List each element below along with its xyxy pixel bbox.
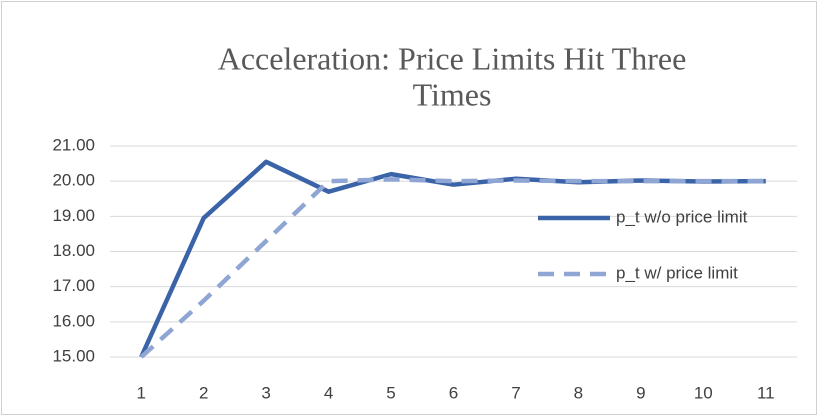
x-tick-label: 5 [386, 383, 395, 402]
x-tick-label: 4 [324, 383, 333, 402]
x-tick-label: 3 [261, 383, 270, 402]
chart-title-line-2: Times [413, 76, 492, 112]
y-tick-label: 15.00 [52, 346, 95, 365]
x-tick-label: 8 [574, 383, 583, 402]
x-tick-label: 11 [757, 383, 775, 402]
x-tick-label: 6 [449, 383, 458, 402]
x-tick-label: 1 [136, 383, 145, 402]
x-tick-label: 2 [199, 383, 208, 402]
y-tick-label: 18.00 [52, 241, 95, 260]
y-tick-label: 16.00 [52, 311, 95, 330]
y-tick-label: 20.00 [52, 171, 95, 190]
x-tick-label: 9 [636, 383, 645, 402]
y-tick-label: 17.00 [52, 276, 95, 295]
y-tick-label: 21.00 [52, 135, 95, 154]
x-tick-label: 10 [694, 383, 713, 402]
legend-label: p_t w/o price limit [616, 207, 748, 226]
series-line [139, 159, 766, 358]
x-tick-label: 7 [511, 383, 520, 402]
y-tick-label: 19.00 [52, 206, 95, 225]
series-line [139, 177, 766, 359]
chart-title-line-1: Acceleration: Price Limits Hit Three [218, 40, 687, 76]
legend-label: p_t w/ price limit [616, 263, 738, 282]
